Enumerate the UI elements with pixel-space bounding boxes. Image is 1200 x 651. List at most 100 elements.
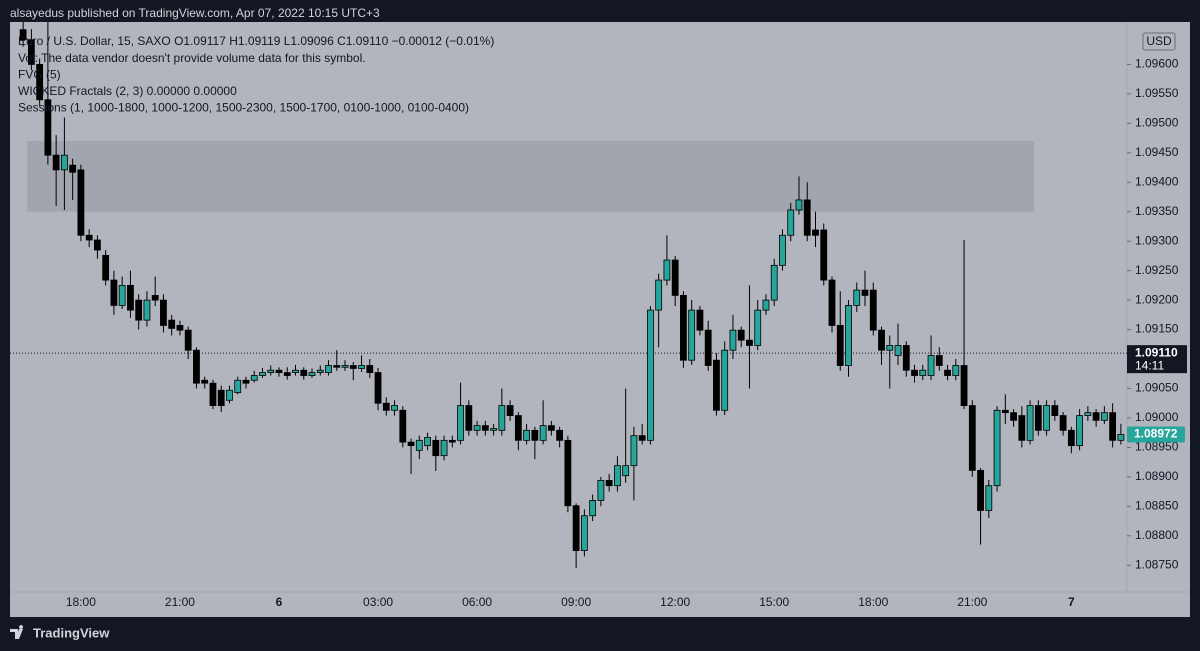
candle-body xyxy=(52,154,60,171)
candle-body xyxy=(754,309,762,346)
y-tick-label: 1.09400 xyxy=(1135,174,1179,188)
crosshair-time: 14:11 xyxy=(1135,358,1164,372)
candle-body xyxy=(713,359,720,411)
candle-body xyxy=(531,429,539,441)
candle-body xyxy=(977,469,984,511)
candle-body xyxy=(1034,405,1042,431)
x-tick-label: 18:00 xyxy=(858,595,888,609)
candle-body xyxy=(985,485,993,511)
y-tick-label: 1.08900 xyxy=(1135,469,1179,483)
candle-body xyxy=(1001,409,1009,414)
candle-body xyxy=(275,369,283,373)
candle-body xyxy=(1109,412,1117,441)
last-price-box xyxy=(1127,426,1185,443)
candle-body xyxy=(490,428,497,431)
candle-body xyxy=(1076,415,1084,447)
candle-body xyxy=(69,164,77,173)
candle-body xyxy=(316,369,324,373)
candle-body xyxy=(110,279,118,306)
candle-body xyxy=(514,415,522,441)
y-tick-label: 1.09450 xyxy=(1135,145,1179,159)
candle-body xyxy=(465,405,473,431)
brand-icon xyxy=(10,625,24,639)
candle-body xyxy=(457,405,464,441)
candle-body xyxy=(853,289,861,306)
candle-body xyxy=(638,435,646,441)
candle-body xyxy=(432,439,440,457)
y-tick-label: 1.09550 xyxy=(1135,86,1179,100)
candle-body xyxy=(473,425,481,431)
y-tick-label: 1.09050 xyxy=(1135,381,1179,395)
candle-body xyxy=(118,284,126,306)
legend-line: FVG (5) xyxy=(18,67,61,81)
candle-body xyxy=(424,436,431,447)
candle-body xyxy=(547,425,555,431)
y-tick-label: 1.08750 xyxy=(1135,557,1179,571)
candle-body xyxy=(481,425,489,431)
candle-body xyxy=(349,365,357,369)
candle-body xyxy=(886,345,894,351)
candle-body xyxy=(671,259,679,296)
candle-body xyxy=(613,465,621,487)
candle-body xyxy=(259,372,266,376)
y-tick-label: 1.08800 xyxy=(1135,528,1179,542)
candle-body xyxy=(564,439,572,507)
candle-body xyxy=(935,355,943,366)
candle-body xyxy=(333,365,341,368)
candle-body xyxy=(184,329,192,351)
candle-body xyxy=(812,229,819,236)
candle-body xyxy=(861,289,869,296)
candle-body xyxy=(366,365,374,373)
candle-body xyxy=(267,369,275,373)
candle-body xyxy=(894,345,902,356)
candle-body xyxy=(506,405,514,416)
candle-body xyxy=(300,369,308,376)
candle-body xyxy=(1117,434,1125,441)
candle-body xyxy=(127,284,134,311)
candle-body xyxy=(440,439,448,457)
currency-box xyxy=(1142,32,1176,51)
last-price-label: 1.08972 xyxy=(1134,427,1178,441)
candle-body xyxy=(44,99,52,156)
candle-body xyxy=(556,429,564,441)
candle-body xyxy=(836,325,844,366)
chart-panel xyxy=(10,22,1190,617)
x-tick-label: 12:00 xyxy=(660,595,690,609)
candle-body xyxy=(580,515,588,551)
y-tick-label: 1.09000 xyxy=(1135,410,1179,424)
candle-body xyxy=(160,299,167,326)
y-tick-label: 1.08950 xyxy=(1135,440,1179,454)
candle-body xyxy=(19,29,27,41)
candle-body xyxy=(968,405,976,471)
candle-body xyxy=(374,372,382,404)
candle-body xyxy=(729,329,737,351)
y-tick-label: 1.09300 xyxy=(1135,233,1179,247)
legend-line: WICKED Fractals (2, 3) 0.00000 0.00000 xyxy=(18,84,237,98)
candle-body xyxy=(1092,412,1100,421)
candle-body xyxy=(77,169,85,236)
candle-body xyxy=(589,500,597,517)
candle-body xyxy=(803,199,811,236)
y-tick-label: 1.09250 xyxy=(1135,263,1179,277)
candle-body xyxy=(85,234,93,241)
candle-body xyxy=(828,279,836,326)
candle-body xyxy=(911,369,918,376)
candle-body xyxy=(770,264,778,301)
candle-body xyxy=(663,259,671,281)
legend-line: Vol: The data vendor doesn't provide vol… xyxy=(18,51,366,65)
candle-body xyxy=(143,299,151,321)
candle-body xyxy=(680,294,687,361)
candle-body xyxy=(1100,412,1108,421)
candle-body xyxy=(217,389,225,406)
candle-body xyxy=(952,365,960,376)
candle-body xyxy=(250,375,258,381)
x-tick-label: 6 xyxy=(276,595,283,609)
candle-body xyxy=(820,229,828,281)
candle-body xyxy=(341,365,349,368)
x-tick-label: 15:00 xyxy=(759,595,789,609)
candle-body xyxy=(993,409,1001,487)
candle-body xyxy=(523,429,531,441)
x-tick-label: 21:00 xyxy=(165,595,195,609)
candle-body xyxy=(292,369,299,373)
